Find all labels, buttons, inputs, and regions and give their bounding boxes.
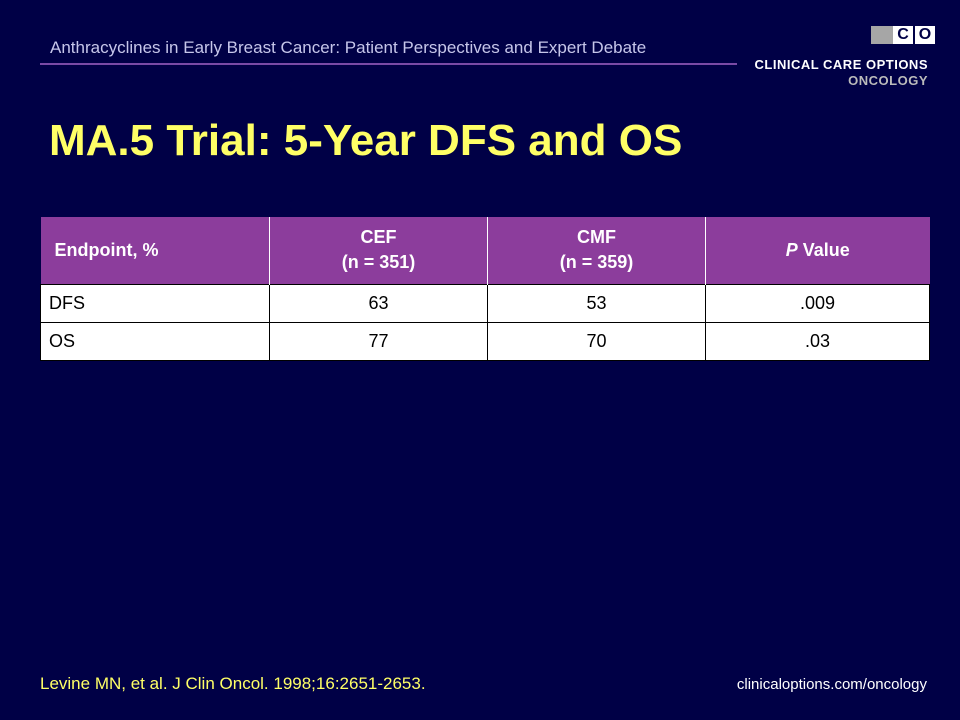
- table-row: DFS 63 53 .009: [40, 283, 930, 323]
- cell-cef: 63: [269, 283, 488, 323]
- cell-endpoint: OS: [40, 321, 270, 361]
- logo-letter-2: C: [893, 26, 913, 44]
- table-row: OS 77 70 .03: [40, 321, 930, 361]
- header-cmf-n: (n = 359): [559, 252, 634, 273]
- logo-letter-1: C: [871, 26, 893, 44]
- cell-endpoint: DFS: [40, 283, 270, 323]
- presentation-header: Anthracyclines in Early Breast Cancer: P…: [50, 38, 647, 57]
- results-table: Endpoint, % CEF (n = 351) CMF (n = 359) …: [40, 217, 930, 361]
- header-cmf: CMF (n = 359): [487, 217, 706, 284]
- header-endpoint-label: Endpoint, %: [54, 239, 159, 260]
- header-cef: CEF (n = 351): [269, 217, 488, 284]
- header-endpoint: Endpoint, %: [40, 217, 270, 284]
- website-url: clinicaloptions.com/oncology: [736, 676, 927, 693]
- table-header-row: Endpoint, % CEF (n = 351) CMF (n = 359) …: [40, 217, 930, 284]
- header-p-letter: P: [785, 239, 798, 260]
- header-divider: [40, 63, 737, 65]
- cell-cmf: 53: [487, 283, 706, 323]
- cell-p-value: .009: [705, 283, 930, 323]
- header-cef-n: (n = 351): [341, 252, 416, 273]
- header-cmf-label: CMF: [577, 227, 616, 248]
- cell-cef: 77: [269, 321, 488, 361]
- logo-subtitle: ONCOLOGY: [848, 73, 928, 88]
- logo-letter-3: O: [915, 26, 935, 44]
- slide-title: MA.5 Trial: 5-Year DFS and OS: [49, 116, 683, 165]
- cell-cmf: 70: [487, 321, 706, 361]
- header-p-rest: Value: [797, 239, 850, 260]
- cco-logo: C C O: [871, 26, 935, 44]
- header-p-value: P Value: [705, 217, 930, 284]
- logo-wordmark: CLINICAL CARE OPTIONS: [754, 57, 928, 72]
- header-cef-label: CEF: [360, 227, 397, 248]
- cell-p-value: .03: [705, 321, 930, 361]
- citation: Levine MN, et al. J Clin Oncol. 1998;16:…: [40, 674, 426, 693]
